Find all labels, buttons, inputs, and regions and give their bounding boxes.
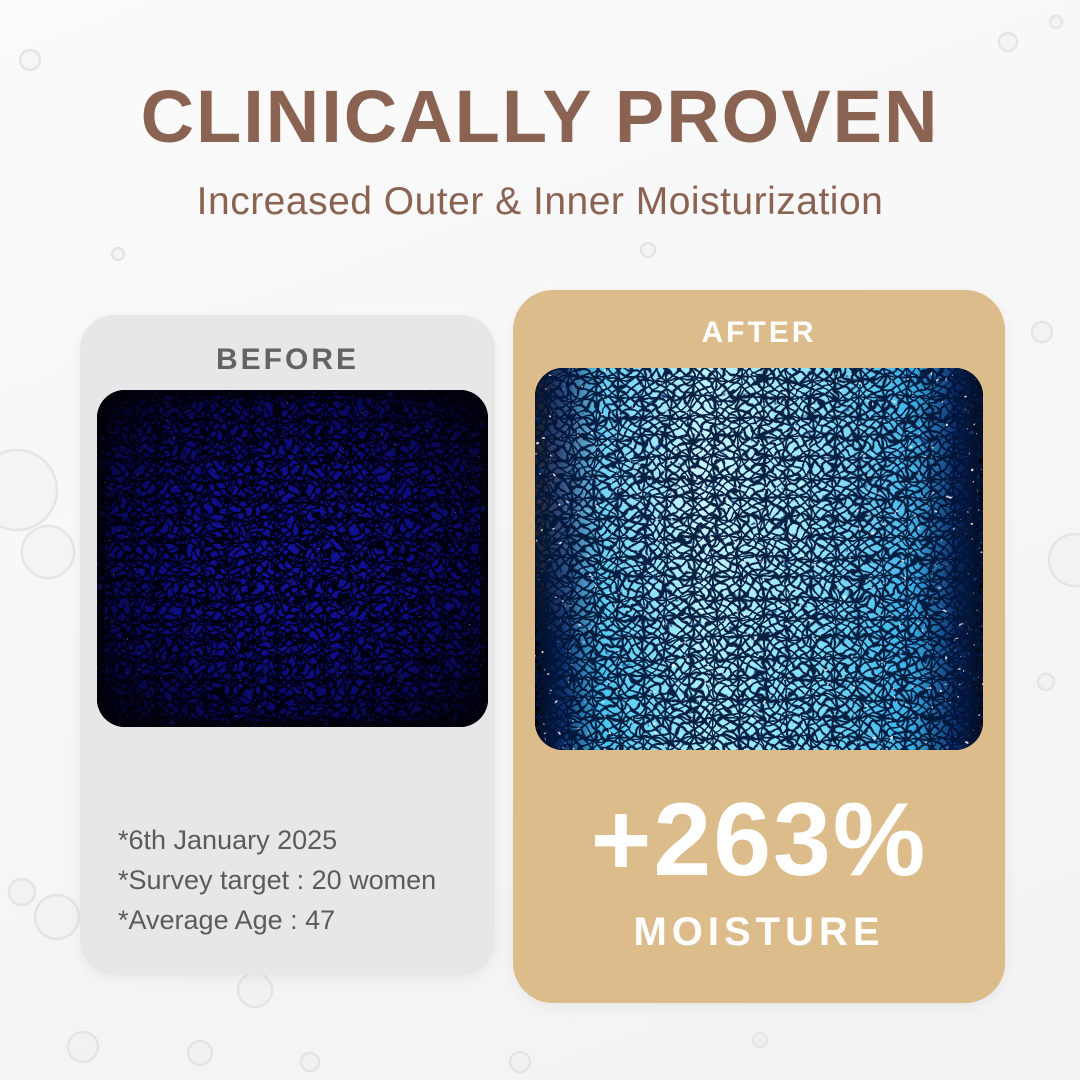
footnote-age: *Average Age : 47 (118, 905, 336, 935)
before-label: BEFORE (215, 343, 359, 376)
after-skin-texture (535, 368, 983, 750)
moisture-increase-value: +263% (590, 782, 928, 898)
footnote-survey: *Survey target : 20 women (118, 865, 437, 895)
before-card: BEFORE (80, 315, 495, 975)
page-title: CLINICALLY PROVEN (140, 75, 940, 158)
after-card: AFTER (513, 290, 1005, 1003)
result-block: +263% MOISTURE (513, 788, 1005, 955)
after-skin-photo (535, 368, 983, 750)
footnote-date: *6th January 2025 (118, 825, 338, 855)
before-skin-photo (97, 390, 488, 727)
header: CLINICALLY PROVEN Increased Outer & Inne… (0, 80, 1080, 224)
page-subtitle: Increased Outer & Inner Moisturization (196, 180, 884, 223)
before-skin-texture (97, 390, 488, 727)
moisture-label: MOISTURE (633, 910, 885, 954)
study-footnotes: *6th January 2025 *Survey target : 20 wo… (118, 820, 436, 940)
after-label: AFTER (701, 316, 817, 349)
